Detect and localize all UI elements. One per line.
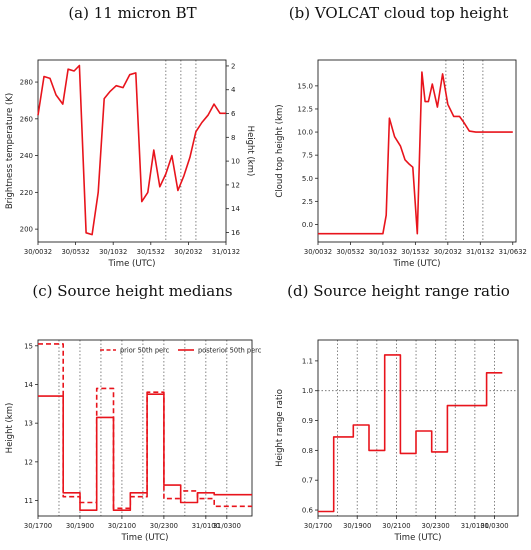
y-tick-label: 1.0 [302, 387, 313, 395]
y2-axis-label: Height (km) [245, 126, 255, 177]
x-tick-label: 30/2100 [108, 522, 136, 530]
chart-a: 200 220 240 260 280 2 4 6 8 10 12 14 16 Height (km) 30… [5, 59, 255, 269]
x-tick-label: 30/1700 [304, 522, 332, 530]
y2-tick-label: 2 [231, 62, 235, 70]
y-axis-label: Cloud top height (km) [275, 104, 285, 197]
y2-tick-label: 14 [231, 205, 240, 213]
x-tick-label: 30/2300 [150, 522, 178, 530]
y-tick-label: 12 [24, 458, 33, 466]
x-axis-label: Time (UTC) [394, 533, 442, 543]
y-tick-label: 220 [20, 189, 33, 197]
x-tick-label: 31/0132 [466, 248, 494, 256]
x-tick-label: 31/0132 [212, 248, 240, 256]
x-tick-label: 30/2032 [174, 248, 202, 256]
x-tick-label: 30/1032 [99, 248, 127, 256]
panel-a-title: (a) 11 micron BT [68, 4, 197, 22]
series-line-prior-50th-perc [38, 343, 252, 510]
x-tick-label: 30/0532 [336, 248, 364, 256]
chart-d: 0.6 0.7 0.8 0.9 1.0 1.1 30/1700 30/1900 30/2100 3… [275, 339, 519, 543]
x-tick-label: 30/1700 [24, 522, 52, 530]
y-tick-label: 280 [20, 79, 33, 87]
series-line-0 [318, 354, 503, 513]
y-tick-label: 7.5 [302, 152, 313, 160]
x-tick-label: 30/0032 [304, 248, 332, 256]
panel-d-title: (d) Source height range ratio [287, 282, 510, 300]
x-tick-label: 30/0032 [24, 248, 52, 256]
y-axis-label: Height range ratio [275, 389, 285, 467]
y-tick-label: 14 [24, 381, 33, 389]
y2-tick-label: 16 [231, 229, 240, 237]
y-tick-label: 12.5 [297, 105, 313, 113]
legend-label: prior 50th perc [120, 347, 170, 355]
y-tick-label: 0.7 [302, 477, 313, 485]
y-tick-label: 200 [20, 226, 33, 234]
x-tick-label: 31/0100 [192, 522, 220, 530]
x-tick-label: 30/2300 [422, 522, 450, 530]
x-tick-label: 30/1032 [369, 248, 397, 256]
plot-frame [37, 339, 253, 517]
x-axis-label: Time (UTC) [108, 259, 156, 269]
x-tick-label: 30/1900 [66, 522, 94, 530]
plot-frame [317, 339, 519, 517]
panel-b-title: (b) VOLCAT cloud top height [288, 4, 509, 22]
y2-tick-label: 10 [231, 158, 240, 166]
x-tick-label: 30/0532 [61, 248, 89, 256]
y-tick-label: 0.9 [302, 417, 313, 425]
series-line-0 [318, 71, 513, 235]
x-axis-label: Time (UTC) [393, 259, 441, 269]
chart-c: 11 12 13 14 15 30/1700 30/1900 30/2100 30/2300 31… [5, 339, 262, 543]
y2-tick-label: 6 [231, 110, 236, 118]
y-tick-label: 0.8 [302, 447, 313, 455]
x-axis-label: Time (UTC) [121, 533, 169, 543]
series-line-0 [37, 64, 226, 236]
x-tick-label: 31/0300 [213, 522, 241, 530]
x-tick-label: 31/0632 [499, 248, 527, 256]
y-tick-label: 15.0 [297, 82, 313, 90]
x-tick-label: 30/2032 [434, 248, 462, 256]
x-tick-label: 30/1900 [343, 522, 371, 530]
legend-label: posterior 50th perc [198, 347, 262, 355]
y2-tick-label: 4 [231, 86, 236, 94]
y-tick-label: 2.5 [302, 198, 313, 206]
y-tick-label: 240 [20, 152, 33, 160]
y-axis-label: Height (km) [5, 403, 15, 454]
y-tick-label: 5.0 [302, 175, 313, 183]
y-tick-label: 0.0 [302, 221, 313, 229]
plot-frame [317, 59, 517, 243]
series-line-posterior-50th-perc [38, 393, 252, 511]
y-tick-label: 11 [24, 497, 33, 505]
y-tick-label: 13 [24, 420, 33, 428]
x-tick-label: 31/0100 [461, 522, 489, 530]
y-tick-label: 0.6 [302, 507, 314, 515]
y-tick-label: 15 [24, 342, 33, 350]
x-tick-label: 30/1532 [137, 248, 165, 256]
y2-tick-label: 12 [231, 181, 240, 189]
y-tick-label: 10.0 [297, 129, 313, 137]
y-tick-label: 260 [20, 115, 33, 123]
chart-b: 0.0 2.5 5.0 7.5 10.0 12.5 15.0 30/0032 30/0532 30… [275, 59, 527, 269]
x-tick-label: 30/2100 [382, 522, 410, 530]
y-axis-label: Brightness temperature (K) [5, 93, 15, 209]
x-tick-label: 31/0300 [480, 522, 508, 530]
plot-frame [37, 59, 227, 243]
panel-c-title: (c) Source height medians [32, 282, 233, 300]
x-tick-label: 30/1532 [401, 248, 429, 256]
y2-tick-label: 8 [231, 134, 235, 142]
y-tick-label: 1.1 [302, 357, 313, 365]
